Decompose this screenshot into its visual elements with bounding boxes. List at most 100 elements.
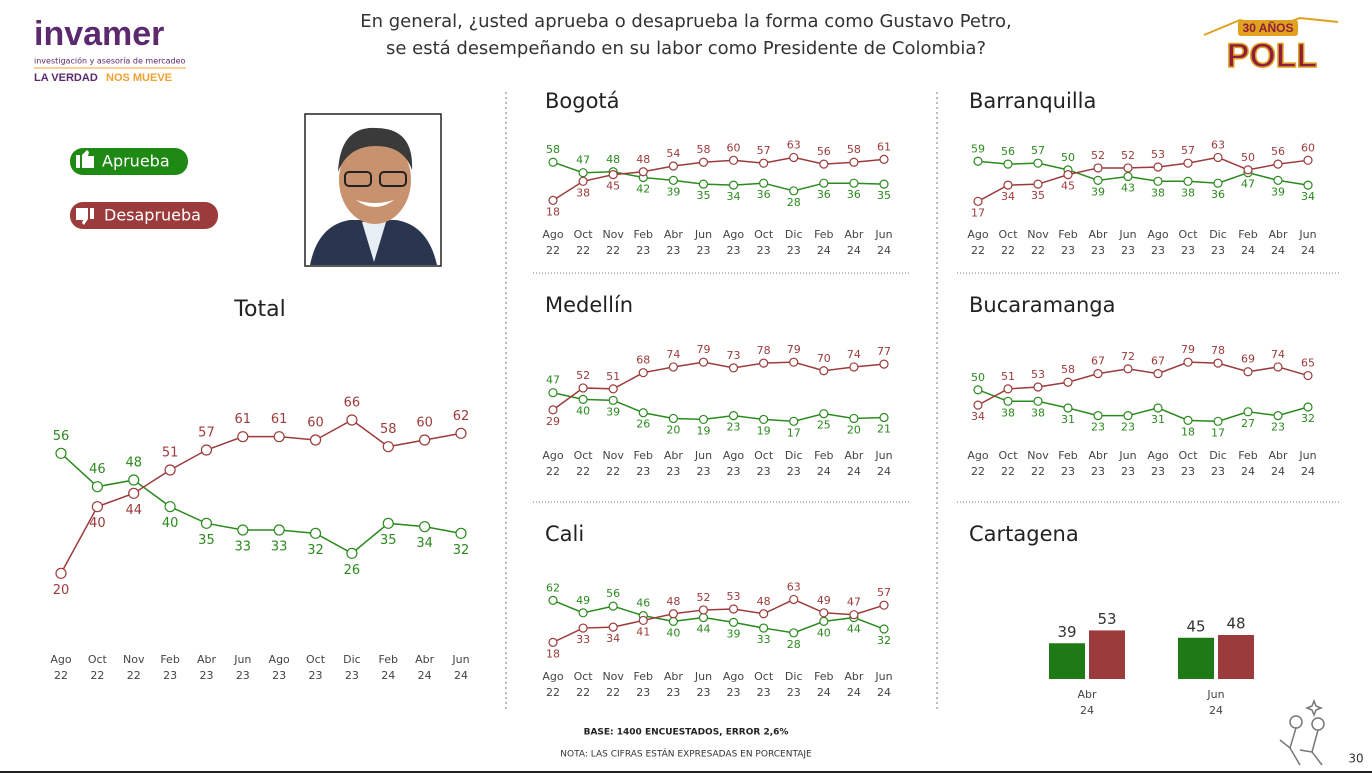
point (728, 411, 739, 421)
x-tick-label: Ago 23 (1147, 228, 1169, 257)
data-label: 23 (1091, 421, 1105, 434)
data-label: 48 (666, 595, 680, 608)
point (1213, 152, 1223, 163)
data-label: 60 (307, 416, 324, 431)
point (1003, 384, 1013, 394)
point (309, 434, 322, 446)
data-label: 58 (696, 143, 710, 156)
data-label: 57 (877, 586, 891, 599)
point (728, 617, 739, 627)
footer-note: NOTA: LAS CIFRAS ESTÁN EXPRESADAS EN POR… (560, 748, 812, 760)
data-label: 47 (847, 596, 861, 609)
data-label: 40 (162, 516, 179, 531)
x-tick-label: Ago 22 (542, 449, 564, 478)
badge-box (1238, 20, 1298, 36)
data-label: 56 (53, 429, 70, 444)
point (382, 517, 394, 529)
x-tick-label: Oct 23 (306, 653, 326, 682)
x-tick-label: Nov 22 (1027, 228, 1049, 257)
decor-icon (1279, 698, 1325, 766)
thumb-up (76, 150, 94, 168)
point (273, 431, 285, 443)
thumb-down (76, 208, 94, 225)
data-label: 34 (1301, 190, 1315, 203)
data-label: 17 (787, 426, 801, 439)
point (973, 385, 983, 395)
chart-title: Cartagena (969, 522, 1079, 546)
x-tick-label: Nov 22 (122, 653, 145, 682)
point (1063, 170, 1073, 180)
data-label: 18 (546, 205, 560, 218)
data-label: 32 (877, 634, 891, 647)
data-label: 39 (1057, 623, 1076, 641)
bar (1218, 635, 1254, 679)
point (819, 178, 829, 188)
point (1303, 370, 1313, 381)
bar (1089, 630, 1125, 679)
x-tick-label: Jun 24 (1299, 449, 1317, 478)
data-label: 18 (546, 647, 560, 660)
data-label: 52 (576, 369, 590, 382)
data-label: 17 (971, 206, 985, 219)
data-label: 60 (727, 141, 741, 154)
point (759, 178, 769, 188)
footer-base: BASE: 1400 ENCUESTADOS, ERROR 2,6% (584, 728, 789, 738)
point (1273, 411, 1283, 421)
point (668, 413, 678, 424)
data-label: 42 (636, 182, 650, 195)
x-tick-label: Oct 22 (87, 653, 107, 682)
point (578, 168, 588, 178)
point (1273, 362, 1283, 372)
data-label: 44 (696, 623, 710, 636)
data-label: 45 (1061, 180, 1075, 193)
x-tick-label: Oct 22 (573, 670, 593, 699)
bar (1049, 643, 1085, 679)
series-line (552, 161, 885, 192)
point (849, 413, 859, 424)
data-label: 57 (757, 144, 771, 157)
data-label: 38 (1151, 186, 1165, 199)
point (789, 628, 799, 638)
data-label: 39 (1091, 185, 1105, 198)
point (309, 527, 322, 539)
data-label: 56 (1001, 145, 1015, 158)
data-label: 41 (636, 625, 650, 638)
point (759, 414, 769, 425)
point (548, 157, 558, 167)
x-tick-label: Jun 23 (694, 228, 713, 257)
point (698, 157, 709, 167)
series-line (552, 391, 885, 423)
point (578, 176, 588, 186)
data-label: 48 (636, 153, 650, 166)
point (879, 359, 889, 369)
legend-pill (70, 148, 188, 175)
point (91, 481, 103, 493)
data-label: 74 (1271, 348, 1285, 361)
point (55, 447, 67, 459)
point (1213, 358, 1223, 368)
x-tick-label: Nov 22 (602, 670, 624, 699)
data-label: 66 (344, 396, 361, 411)
point (455, 527, 467, 539)
data-label: 57 (1181, 144, 1195, 157)
point (728, 363, 739, 373)
data-label: 49 (576, 594, 590, 607)
x-tick-label: Dic 23 (784, 228, 803, 257)
x-tick-label: Abr 24 (844, 449, 864, 478)
x-tick-label: Ago 22 (50, 653, 72, 682)
x-tick-label: Nov 22 (602, 449, 624, 478)
data-label: 72 (1121, 350, 1135, 363)
data-label: 46 (636, 597, 650, 610)
data-label: 50 (1241, 151, 1255, 164)
point (548, 595, 558, 606)
point (608, 622, 618, 632)
data-label: 27 (1241, 417, 1255, 430)
data-label: 61 (271, 412, 288, 427)
point (200, 444, 213, 456)
data-label: 63 (1211, 138, 1225, 151)
data-label: 60 (1301, 141, 1315, 154)
question: se está desempeñando en su labor como Pr… (386, 38, 986, 59)
data-label: 31 (1151, 413, 1165, 426)
point (638, 615, 648, 626)
